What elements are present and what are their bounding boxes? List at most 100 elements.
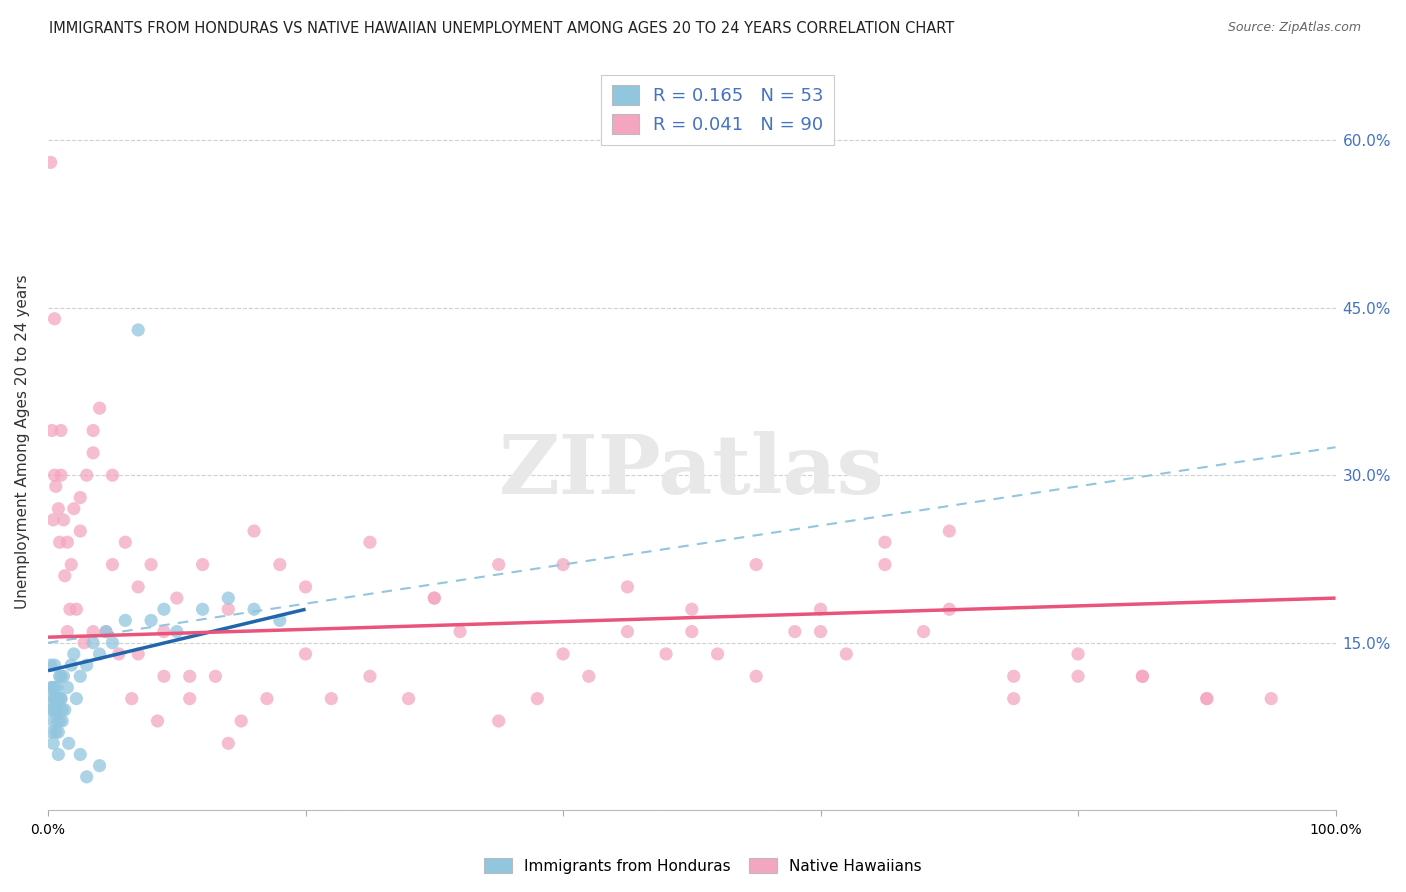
- Point: [835, 647, 858, 661]
- Point: [44, 681, 66, 695]
- Point: [616, 580, 638, 594]
- Text: Source: ZipAtlas.com: Source: ZipAtlas.com: [1227, 21, 1361, 35]
- Point: [41, 424, 63, 438]
- Point: [69, 669, 91, 683]
- Point: [48, 501, 70, 516]
- Point: [217, 591, 239, 605]
- Point: [53, 703, 76, 717]
- Text: ZIPatlas: ZIPatlas: [499, 431, 884, 511]
- Point: [89, 758, 111, 772]
- Point: [153, 669, 176, 683]
- Point: [191, 558, 214, 572]
- Point: [166, 591, 188, 605]
- Point: [48, 714, 70, 728]
- Point: [706, 647, 728, 661]
- Point: [76, 468, 98, 483]
- Point: [48, 669, 70, 683]
- Point: [38, 691, 60, 706]
- Point: [449, 624, 471, 639]
- Point: [46, 703, 69, 717]
- Point: [52, 669, 75, 683]
- Point: [49, 691, 72, 706]
- Point: [45, 479, 67, 493]
- Point: [153, 602, 176, 616]
- Point: [578, 669, 600, 683]
- Point: [745, 669, 768, 683]
- Point: [101, 636, 124, 650]
- Point: [65, 691, 87, 706]
- Point: [48, 747, 70, 762]
- Legend: R = 0.165   N = 53, R = 0.041   N = 90: R = 0.165 N = 53, R = 0.041 N = 90: [600, 75, 834, 145]
- Point: [45, 725, 67, 739]
- Point: [1195, 691, 1218, 706]
- Point: [51, 714, 73, 728]
- Point: [82, 446, 104, 460]
- Point: [139, 558, 162, 572]
- Point: [1067, 669, 1090, 683]
- Point: [73, 636, 96, 650]
- Point: [53, 568, 76, 582]
- Y-axis label: Unemployment Among Ages 20 to 24 years: Unemployment Among Ages 20 to 24 years: [15, 275, 30, 609]
- Point: [39, 703, 62, 717]
- Point: [76, 770, 98, 784]
- Point: [41, 681, 63, 695]
- Point: [294, 580, 316, 594]
- Point: [82, 624, 104, 639]
- Point: [49, 468, 72, 483]
- Point: [1067, 647, 1090, 661]
- Point: [423, 591, 446, 605]
- Point: [655, 647, 678, 661]
- Point: [127, 580, 149, 594]
- Point: [42, 736, 65, 750]
- Point: [1132, 669, 1154, 683]
- Point: [256, 691, 278, 706]
- Point: [146, 714, 169, 728]
- Point: [94, 624, 117, 639]
- Point: [59, 602, 82, 616]
- Point: [423, 591, 446, 605]
- Point: [398, 691, 420, 706]
- Point: [681, 624, 703, 639]
- Point: [42, 714, 65, 728]
- Point: [45, 691, 67, 706]
- Point: [69, 524, 91, 538]
- Point: [121, 691, 143, 706]
- Point: [56, 681, 79, 695]
- Point: [1260, 691, 1282, 706]
- Point: [243, 524, 266, 538]
- Point: [101, 468, 124, 483]
- Point: [51, 703, 73, 717]
- Point: [49, 691, 72, 706]
- Point: [269, 558, 291, 572]
- Point: [69, 491, 91, 505]
- Point: [231, 714, 253, 728]
- Point: [488, 714, 510, 728]
- Point: [60, 658, 83, 673]
- Point: [551, 558, 574, 572]
- Point: [294, 647, 316, 661]
- Point: [108, 647, 131, 661]
- Point: [127, 647, 149, 661]
- Point: [39, 155, 62, 169]
- Point: [48, 691, 70, 706]
- Point: [114, 614, 136, 628]
- Point: [46, 681, 69, 695]
- Point: [810, 624, 832, 639]
- Point: [82, 424, 104, 438]
- Point: [89, 647, 111, 661]
- Point: [94, 624, 117, 639]
- Point: [191, 602, 214, 616]
- Point: [139, 614, 162, 628]
- Point: [42, 703, 65, 717]
- Point: [44, 468, 66, 483]
- Point: [166, 624, 188, 639]
- Point: [526, 691, 548, 706]
- Point: [488, 558, 510, 572]
- Point: [912, 624, 935, 639]
- Point: [179, 691, 201, 706]
- Point: [69, 747, 91, 762]
- Point: [62, 647, 84, 661]
- Point: [1195, 691, 1218, 706]
- Point: [60, 558, 83, 572]
- Point: [938, 524, 960, 538]
